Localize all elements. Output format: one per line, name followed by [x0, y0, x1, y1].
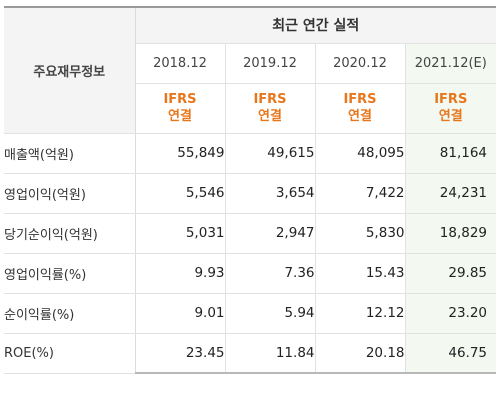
table-cell-estimate: 81,164	[404, 133, 497, 174]
annual-results-header: 최근 연간 실적	[134, 7, 497, 44]
table-cell-estimate: 18,829	[404, 213, 497, 254]
table-cell: 49,615	[224, 133, 315, 174]
row-label: 영업이익률(%)	[4, 253, 136, 294]
table-cell: 7,422	[314, 173, 405, 214]
row-label: ROE(%)	[4, 333, 136, 374]
table-cell: 15.43	[314, 253, 405, 294]
consolidation-label: 연결	[168, 109, 192, 124]
consolidation-label: 연결	[348, 109, 372, 124]
accounting-standard-cell: IFRS 연결	[224, 83, 315, 134]
consolidation-label: 연결	[438, 109, 463, 124]
accounting-standard-cell-estimate: IFRS 연결	[404, 83, 497, 134]
period-header: 2019.12	[224, 43, 315, 84]
table-cell: 20.18	[314, 333, 405, 374]
table-cell: 23.45	[134, 333, 225, 374]
financial-summary-table: 주요재무정보 최근 연간 실적 2018.12 2019.12 2020.12 …	[4, 6, 497, 374]
table-cell-estimate: 46.75	[404, 333, 497, 374]
period-header: 2020.12	[314, 43, 405, 84]
consolidation-label: 연결	[258, 109, 282, 124]
table-cell: 7.36	[224, 253, 315, 294]
table-cell: 5.94	[224, 293, 315, 334]
table-cell: 55,849	[134, 133, 225, 174]
table-cell: 48,095	[314, 133, 405, 174]
table-cell: 5,546	[134, 173, 225, 214]
table-row-revenue: 매출액(억원) 55,849 49,615 48,095 81,164	[4, 133, 497, 174]
table-row-roe: ROE(%) 23.45 11.84 20.18 46.75	[4, 333, 497, 374]
table-row-operating-margin: 영업이익률(%) 9.93 7.36 15.43 29.85	[4, 253, 497, 294]
table-cell: 9.93	[134, 253, 225, 294]
table-cell: 5,031	[134, 213, 225, 254]
accounting-standard-cell: IFRS 연결	[134, 83, 225, 134]
standard-label: IFRS	[434, 92, 468, 107]
table-cell: 9.01	[134, 293, 225, 334]
table-cell: 2,947	[224, 213, 315, 254]
table-cell-estimate: 24,231	[404, 173, 497, 214]
row-label: 당기순이익(억원)	[4, 213, 136, 254]
table-row-net-income: 당기순이익(억원) 5,031 2,947 5,830 18,829	[4, 213, 497, 254]
table-cell: 3,654	[224, 173, 315, 214]
standard-label: IFRS	[253, 92, 287, 107]
table-row-operating-profit: 영업이익(억원) 5,546 3,654 7,422 24,231	[4, 173, 497, 214]
table-cell: 12.12	[314, 293, 405, 334]
period-header: 2018.12	[134, 43, 225, 84]
period-header-estimate: 2021.12(E)	[404, 43, 497, 84]
table-row-net-margin: 순이익률(%) 9.01 5.94 12.12 23.20	[4, 293, 497, 334]
row-label: 순이익률(%)	[4, 293, 136, 334]
table-cell: 11.84	[224, 333, 315, 374]
table-cell-estimate: 29.85	[404, 253, 497, 294]
standard-label: IFRS	[163, 92, 197, 107]
table-cell-estimate: 23.20	[404, 293, 497, 334]
table-cell: 5,830	[314, 213, 405, 254]
label-column-header: 주요재무정보	[4, 7, 136, 134]
row-label: 매출액(억원)	[4, 133, 136, 174]
row-label: 영업이익(억원)	[4, 173, 136, 214]
accounting-standard-cell: IFRS 연결	[314, 83, 405, 134]
standard-label: IFRS	[343, 92, 377, 107]
